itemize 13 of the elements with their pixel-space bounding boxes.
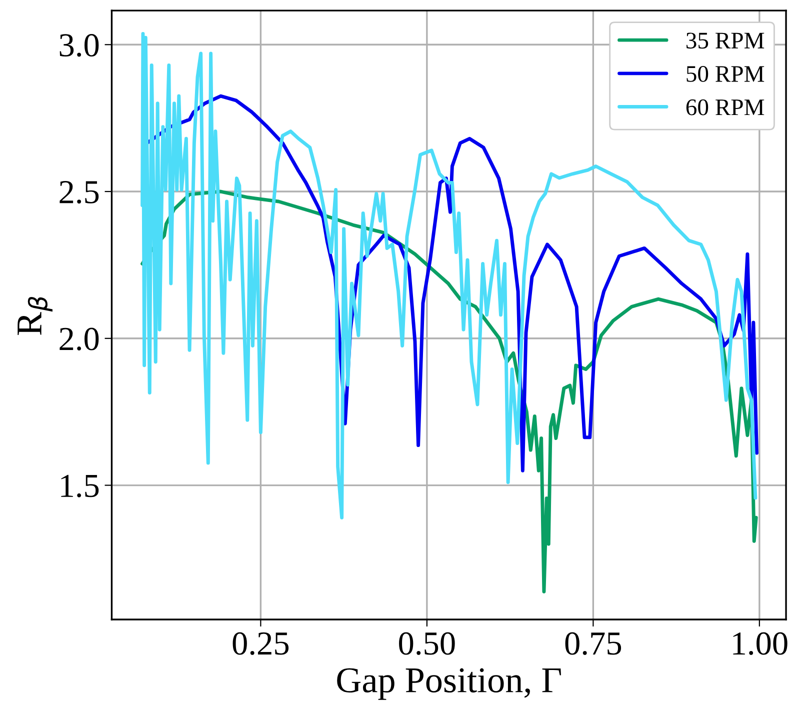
- x-tick-label: 0.50: [399, 632, 455, 655]
- legend-label: 60 RPM: [686, 99, 764, 116]
- x-tick-label: 0.25: [232, 632, 289, 655]
- y-tick-label: 1.5: [61, 474, 99, 498]
- y-tick-label: 2.0: [60, 328, 99, 350]
- legend-label: 35 RPM: [686, 32, 764, 49]
- x-tick-label: 0.75: [565, 632, 622, 655]
- y-axis-title: R$_{β}$: [18, 296, 52, 335]
- y-tick-label: 2.5: [60, 181, 99, 204]
- legend-label: 50 RPM: [686, 66, 764, 82]
- x-axis-title: Gap Position, Γ: [337, 668, 561, 700]
- x-tick-label: 1.00: [733, 632, 788, 655]
- y-tick-label: 3.0: [60, 34, 99, 57]
